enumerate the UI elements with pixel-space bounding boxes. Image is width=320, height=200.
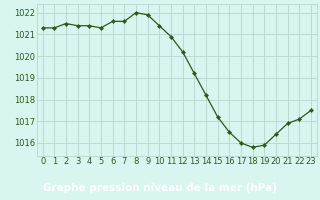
Text: Graphe pression niveau de la mer (hPa): Graphe pression niveau de la mer (hPa) xyxy=(43,183,277,193)
